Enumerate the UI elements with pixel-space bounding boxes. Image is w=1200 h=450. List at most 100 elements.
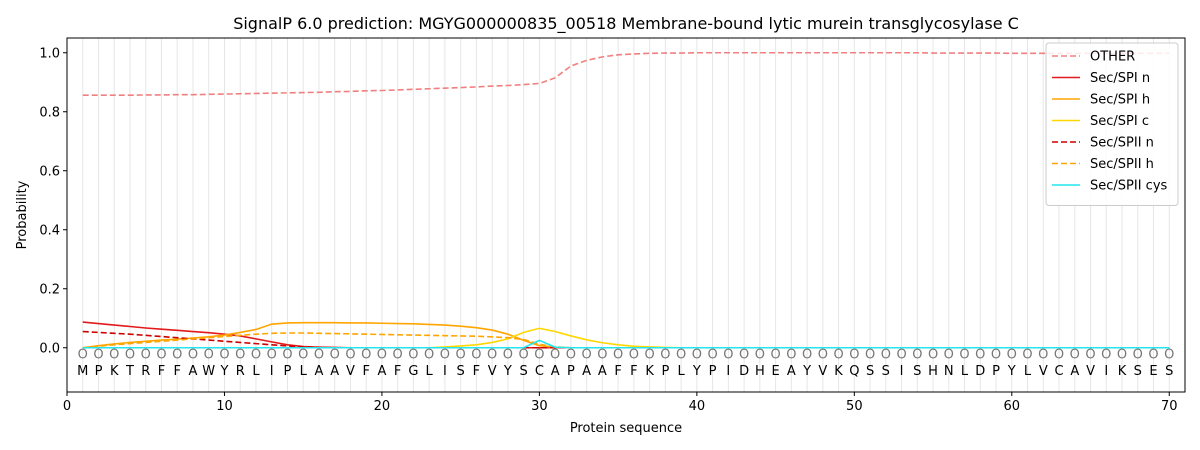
residue-label: A (551, 364, 560, 379)
class-label: O (849, 347, 859, 362)
class-label: O (408, 347, 418, 362)
residue-label: Y (219, 364, 228, 379)
class-label: O (818, 347, 828, 362)
class-label: O (944, 347, 954, 362)
class-label: O (503, 347, 513, 362)
residue-label: C (535, 364, 544, 379)
residue-label: F (158, 364, 165, 379)
residue-label: E (1149, 364, 1157, 379)
y-tick-label: 1.0 (39, 46, 60, 61)
residue-label: L (961, 364, 969, 379)
legend: OTHER Sec/SPI n Sec/SPI h Sec/SPI c Sec/SPII… (1045, 42, 1179, 206)
class-label: O (755, 347, 765, 362)
residue-label: V (488, 364, 497, 379)
class-label: O (692, 347, 702, 362)
class-label: O (188, 347, 198, 362)
legend-label: Sec/SPI n (1090, 71, 1150, 86)
residue-label: V (1086, 364, 1095, 379)
residue-label: A (314, 364, 323, 379)
class-label: O (109, 347, 119, 362)
class-label: O (1085, 347, 1095, 362)
residue-label: H (755, 364, 765, 379)
residue-label: Y (1007, 364, 1016, 379)
residue-label: S (1134, 364, 1142, 379)
class-label: O (487, 347, 497, 362)
class-label: O (204, 347, 214, 362)
class-label: O (582, 347, 592, 362)
class-label: O (1101, 347, 1111, 362)
class-label: O (172, 347, 182, 362)
residue-label: L (252, 364, 260, 379)
residue-label: F (362, 364, 369, 379)
residue-label: A (330, 364, 339, 379)
residue-label: A (377, 364, 386, 379)
residue-label: L (426, 364, 434, 379)
residue-label: P (284, 364, 292, 379)
residue-label: P (567, 364, 575, 379)
residue-label: V (818, 364, 827, 379)
residue-label: A (582, 364, 591, 379)
y-tick-label: 0.6 (39, 164, 60, 179)
legend-label: Sec/SPII n (1090, 136, 1154, 151)
residue-label: S (1165, 364, 1173, 379)
residue-label: V (1039, 364, 1048, 379)
y-tick-label: 0.0 (39, 341, 60, 356)
class-label: O (660, 347, 670, 362)
residue-label: I (270, 364, 274, 379)
class-label: O (393, 347, 403, 362)
residue-label: S (866, 364, 874, 379)
class-label: O (235, 347, 245, 362)
residue-label: K (834, 364, 843, 379)
y-tick-label: 0.8 (39, 105, 60, 120)
residue-label: I (443, 364, 447, 379)
residue-label: E (771, 364, 779, 379)
sequence-annotations: MOPOKOTOROFOFOAOWOYOROLOIOPOLOAOAOVOFOAO… (77, 347, 1174, 379)
x-tick-label: 70 (1161, 399, 1178, 414)
class-label: O (1070, 347, 1080, 362)
x-tick-label: 0 (63, 399, 71, 414)
class-label: O (676, 347, 686, 362)
residue-label: F (173, 364, 180, 379)
residue-label: I (900, 364, 904, 379)
class-label: O (975, 347, 985, 362)
class-label: O (928, 347, 938, 362)
residue-label: W (202, 364, 215, 379)
residue-label: R (236, 364, 245, 379)
residue-label: R (141, 364, 150, 379)
residue-label: V (346, 364, 355, 379)
residue-label: N (944, 364, 954, 379)
class-label: O (1054, 347, 1064, 362)
y-tick-label: 0.2 (39, 282, 60, 297)
class-label: O (125, 347, 135, 362)
residue-label: I (726, 364, 730, 379)
residue-label: C (1054, 364, 1063, 379)
residue-label: M (77, 364, 88, 379)
class-label: O (629, 347, 639, 362)
residue-label: A (598, 364, 607, 379)
class-label: O (802, 347, 812, 362)
class-label: O (645, 347, 655, 362)
class-label: O (786, 347, 796, 362)
class-label: O (566, 347, 576, 362)
residue-label: K (110, 364, 119, 379)
class-label: O (707, 347, 717, 362)
residue-label: S (457, 364, 465, 379)
residue-label: P (709, 364, 717, 379)
class-label: O (361, 347, 371, 362)
x-tick-label: 20 (374, 399, 391, 414)
legend-label: Sec/SPII h (1090, 157, 1154, 172)
class-label: O (1148, 347, 1158, 362)
class-label: O (471, 347, 481, 362)
class-label: O (519, 347, 529, 362)
class-label: O (1164, 347, 1174, 362)
class-label: O (424, 347, 434, 362)
class-label: O (739, 347, 749, 362)
axes: 0 10 20 30 40 50 60 70 0.0 0.2 0.4 0.6 0.8 1.0 (39, 46, 1177, 414)
residue-label: I (1104, 364, 1108, 379)
class-label: O (723, 347, 733, 362)
class-label: O (896, 347, 906, 362)
residue-label: Q (849, 364, 859, 379)
residue-label: Y (802, 364, 811, 379)
residue-label: F (394, 364, 401, 379)
